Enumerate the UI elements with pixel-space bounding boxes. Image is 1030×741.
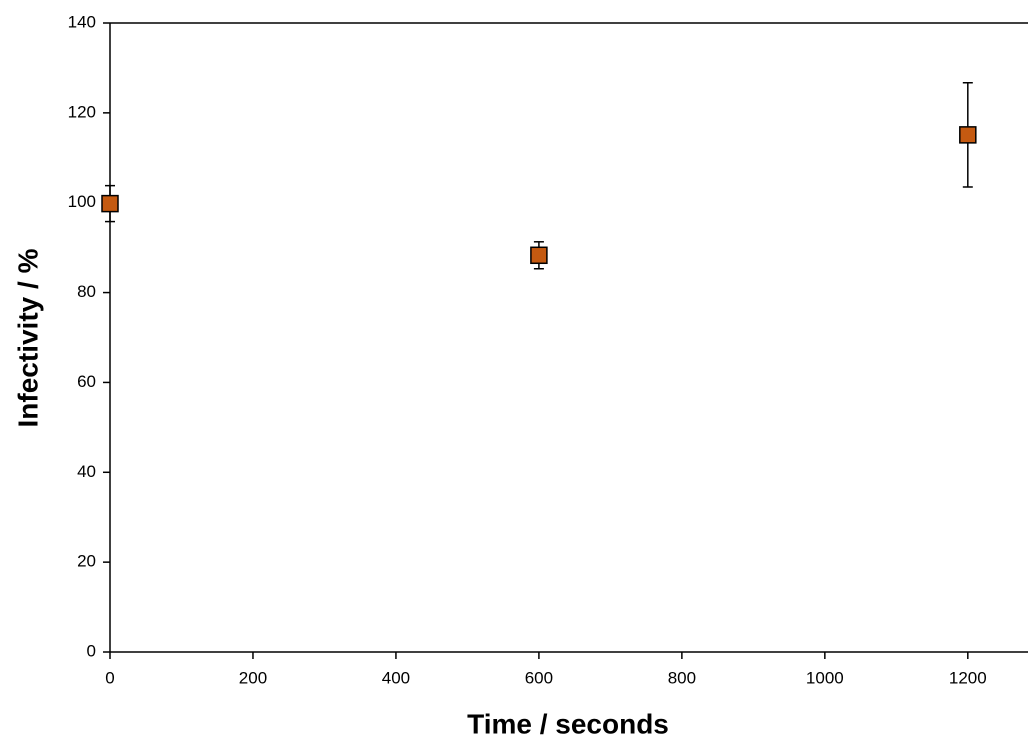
y-tick-label: 100: [68, 192, 96, 211]
y-tick-label: 40: [77, 462, 96, 481]
x-axis-title: Time / seconds: [467, 708, 669, 739]
x-tick-label: 600: [525, 668, 553, 687]
x-tick-label: 800: [668, 668, 696, 687]
y-tick-label: 140: [68, 12, 96, 31]
y-tick-label: 120: [68, 102, 96, 121]
x-tick-label: 0: [105, 668, 114, 687]
x-tick-label: 1000: [806, 668, 844, 687]
x-tick-label: 200: [239, 668, 267, 687]
point: [959, 126, 977, 144]
y-axis-title: Infectivity / %: [12, 248, 43, 427]
y-tick-label: 60: [77, 372, 96, 391]
y-tick-label: 80: [77, 282, 96, 301]
point: [101, 194, 119, 213]
x-tick-label: 400: [382, 668, 410, 687]
y-tick-label: 20: [77, 552, 96, 571]
point: [530, 246, 548, 265]
x-tick-label: 1200: [949, 668, 987, 687]
y-tick-label: 0: [87, 641, 96, 660]
